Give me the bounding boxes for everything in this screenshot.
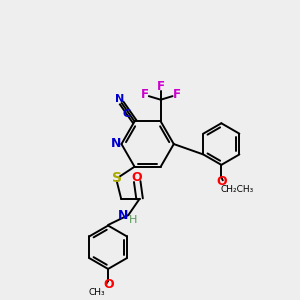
Text: N: N [111,137,121,150]
Text: N: N [115,94,124,104]
Text: F: F [172,88,181,101]
Text: CH₂CH₃: CH₂CH₃ [220,185,254,194]
Text: C: C [123,109,131,119]
Text: O: O [131,171,142,184]
Text: O: O [103,278,114,291]
Text: N: N [118,209,128,222]
Text: F: F [141,88,149,101]
Text: CH₃: CH₃ [88,288,105,297]
Text: F: F [157,80,165,93]
Text: O: O [216,175,227,188]
Text: H: H [129,214,137,225]
Text: S: S [112,171,122,185]
